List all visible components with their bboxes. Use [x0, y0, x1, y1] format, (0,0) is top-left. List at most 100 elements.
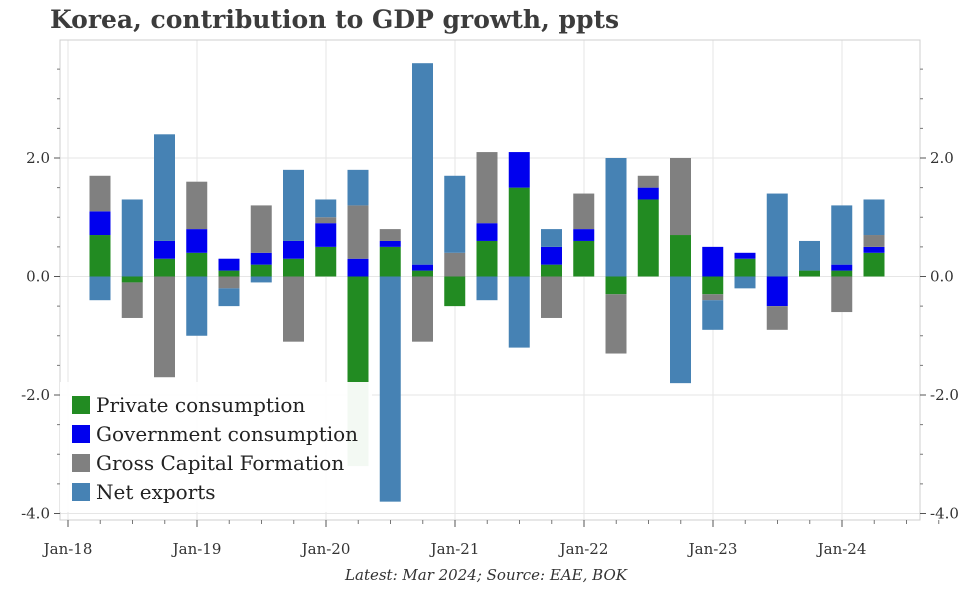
- bar-segment: [89, 235, 111, 277]
- bar-segment: [250, 276, 272, 283]
- axes: [59, 39, 921, 521]
- x-tick-label: Jan-21: [429, 540, 480, 558]
- bar-segment: [347, 205, 369, 259]
- bar-segment: [154, 240, 175, 259]
- bar-segment: [379, 246, 401, 277]
- bar-segment: [605, 276, 627, 295]
- x-tick-label: Jan-20: [300, 540, 351, 558]
- bar-segment: [186, 181, 208, 230]
- bar-segment: [702, 246, 724, 277]
- bar-segment: [347, 169, 369, 206]
- bar-segment: [702, 276, 724, 295]
- bar-segment: [121, 276, 143, 283]
- tick-labels: -4.0 -4.0 -2.0 -2.0 0.0 0.0 2.0 2.0 Jan-18 Jan-19…: [21, 68, 959, 558]
- bar-segment: [541, 276, 562, 318]
- bar-segment: [573, 240, 595, 277]
- bar-segment: [444, 276, 466, 307]
- legend-label: Gross Capital Formation: [96, 451, 344, 475]
- bar-segment: [702, 294, 724, 301]
- legend-swatch: [72, 483, 90, 501]
- bar-segment: [476, 276, 498, 301]
- bar-segment: [799, 240, 820, 271]
- bar-segment: [250, 252, 272, 265]
- bar-segment: [250, 205, 272, 253]
- legend-label: Private consumption: [96, 393, 305, 417]
- bar-segment: [186, 276, 208, 336]
- bar-segment: [476, 223, 498, 241]
- legend-label: Net exports: [96, 480, 216, 504]
- bar-segment: [508, 187, 530, 277]
- bar-segment: [154, 276, 175, 378]
- y-tick-label-right: 0.0: [930, 268, 954, 286]
- bar-segment: [605, 158, 627, 277]
- bar-segment: [508, 152, 530, 188]
- bar-segment: [379, 229, 401, 241]
- bar-segment: [863, 235, 885, 247]
- legend-box: [60, 382, 372, 512]
- legend-label: Government consumption: [96, 422, 358, 446]
- bar-segment: [121, 282, 143, 318]
- bar-segment: [412, 270, 433, 277]
- bar-segment: [412, 276, 433, 342]
- bar-segment: [89, 175, 111, 212]
- bar-segment: [863, 252, 885, 277]
- bar-segment: [799, 270, 820, 277]
- bar-segment: [831, 270, 853, 277]
- bar-segment: [283, 258, 304, 277]
- bar-segment: [89, 211, 111, 236]
- bar-segment: [283, 240, 304, 259]
- bar-segment: [734, 276, 756, 289]
- bar-segment: [315, 246, 337, 277]
- legend: Private consumption Government consumptio…: [60, 382, 372, 512]
- bar-segment: [637, 199, 659, 277]
- y-tick-label-left: 0.0: [26, 268, 50, 286]
- bar-segment: [315, 199, 337, 218]
- bar-segment: [412, 264, 433, 271]
- legend-swatch: [72, 425, 90, 443]
- bar-segment: [831, 205, 853, 265]
- bar-segment: [476, 240, 498, 277]
- bar-segment: [541, 246, 562, 265]
- bar-segment: [186, 229, 208, 253]
- bar-segment: [734, 258, 756, 277]
- bar-segment: [766, 276, 788, 307]
- bar-segment: [250, 264, 272, 277]
- bar-segment: [283, 276, 304, 342]
- bar-segment: [637, 187, 659, 200]
- bar-segment: [702, 300, 724, 330]
- bar-segment: [444, 175, 466, 253]
- bar-segment: [218, 270, 240, 277]
- bar-segment: [315, 217, 337, 224]
- legend-swatch: [72, 396, 90, 414]
- bar-segment: [121, 199, 143, 277]
- x-tick-label: Jan-24: [816, 540, 867, 558]
- bar-segment: [605, 294, 627, 354]
- bar-segment: [508, 276, 530, 348]
- bar-segment: [541, 264, 562, 277]
- bar-segment: [218, 258, 240, 271]
- bar-segment: [315, 223, 337, 247]
- bar-segment: [637, 175, 659, 188]
- bar-segment: [670, 235, 691, 277]
- y-tick-label-right: -4.0: [930, 505, 959, 523]
- bar-segment: [412, 63, 433, 265]
- bar-segment: [863, 246, 885, 253]
- bar-segment: [573, 229, 595, 241]
- bar-segment: [444, 252, 466, 277]
- chart-footnote: Latest: Mar 2024; Source: EAE, BOK: [345, 566, 627, 584]
- y-tick-label-left: -4.0: [21, 505, 50, 523]
- legend-swatch: [72, 454, 90, 472]
- bar-segment: [670, 276, 691, 384]
- bar-segment: [347, 258, 369, 277]
- bar-segment: [766, 306, 788, 330]
- bar-segment: [379, 276, 401, 502]
- bar-segment: [154, 134, 175, 241]
- x-tick-label: Jan-23: [687, 540, 738, 558]
- bar-segment: [831, 264, 853, 271]
- x-tick-label: Jan-18: [42, 540, 93, 558]
- y-tick-label-left: -2.0: [21, 386, 50, 404]
- bar-segment: [831, 276, 853, 313]
- y-tick-label-right: -2.0: [930, 386, 959, 404]
- bars: [89, 63, 885, 502]
- chart-title: Korea, contribution to GDP growth, ppts: [50, 5, 620, 34]
